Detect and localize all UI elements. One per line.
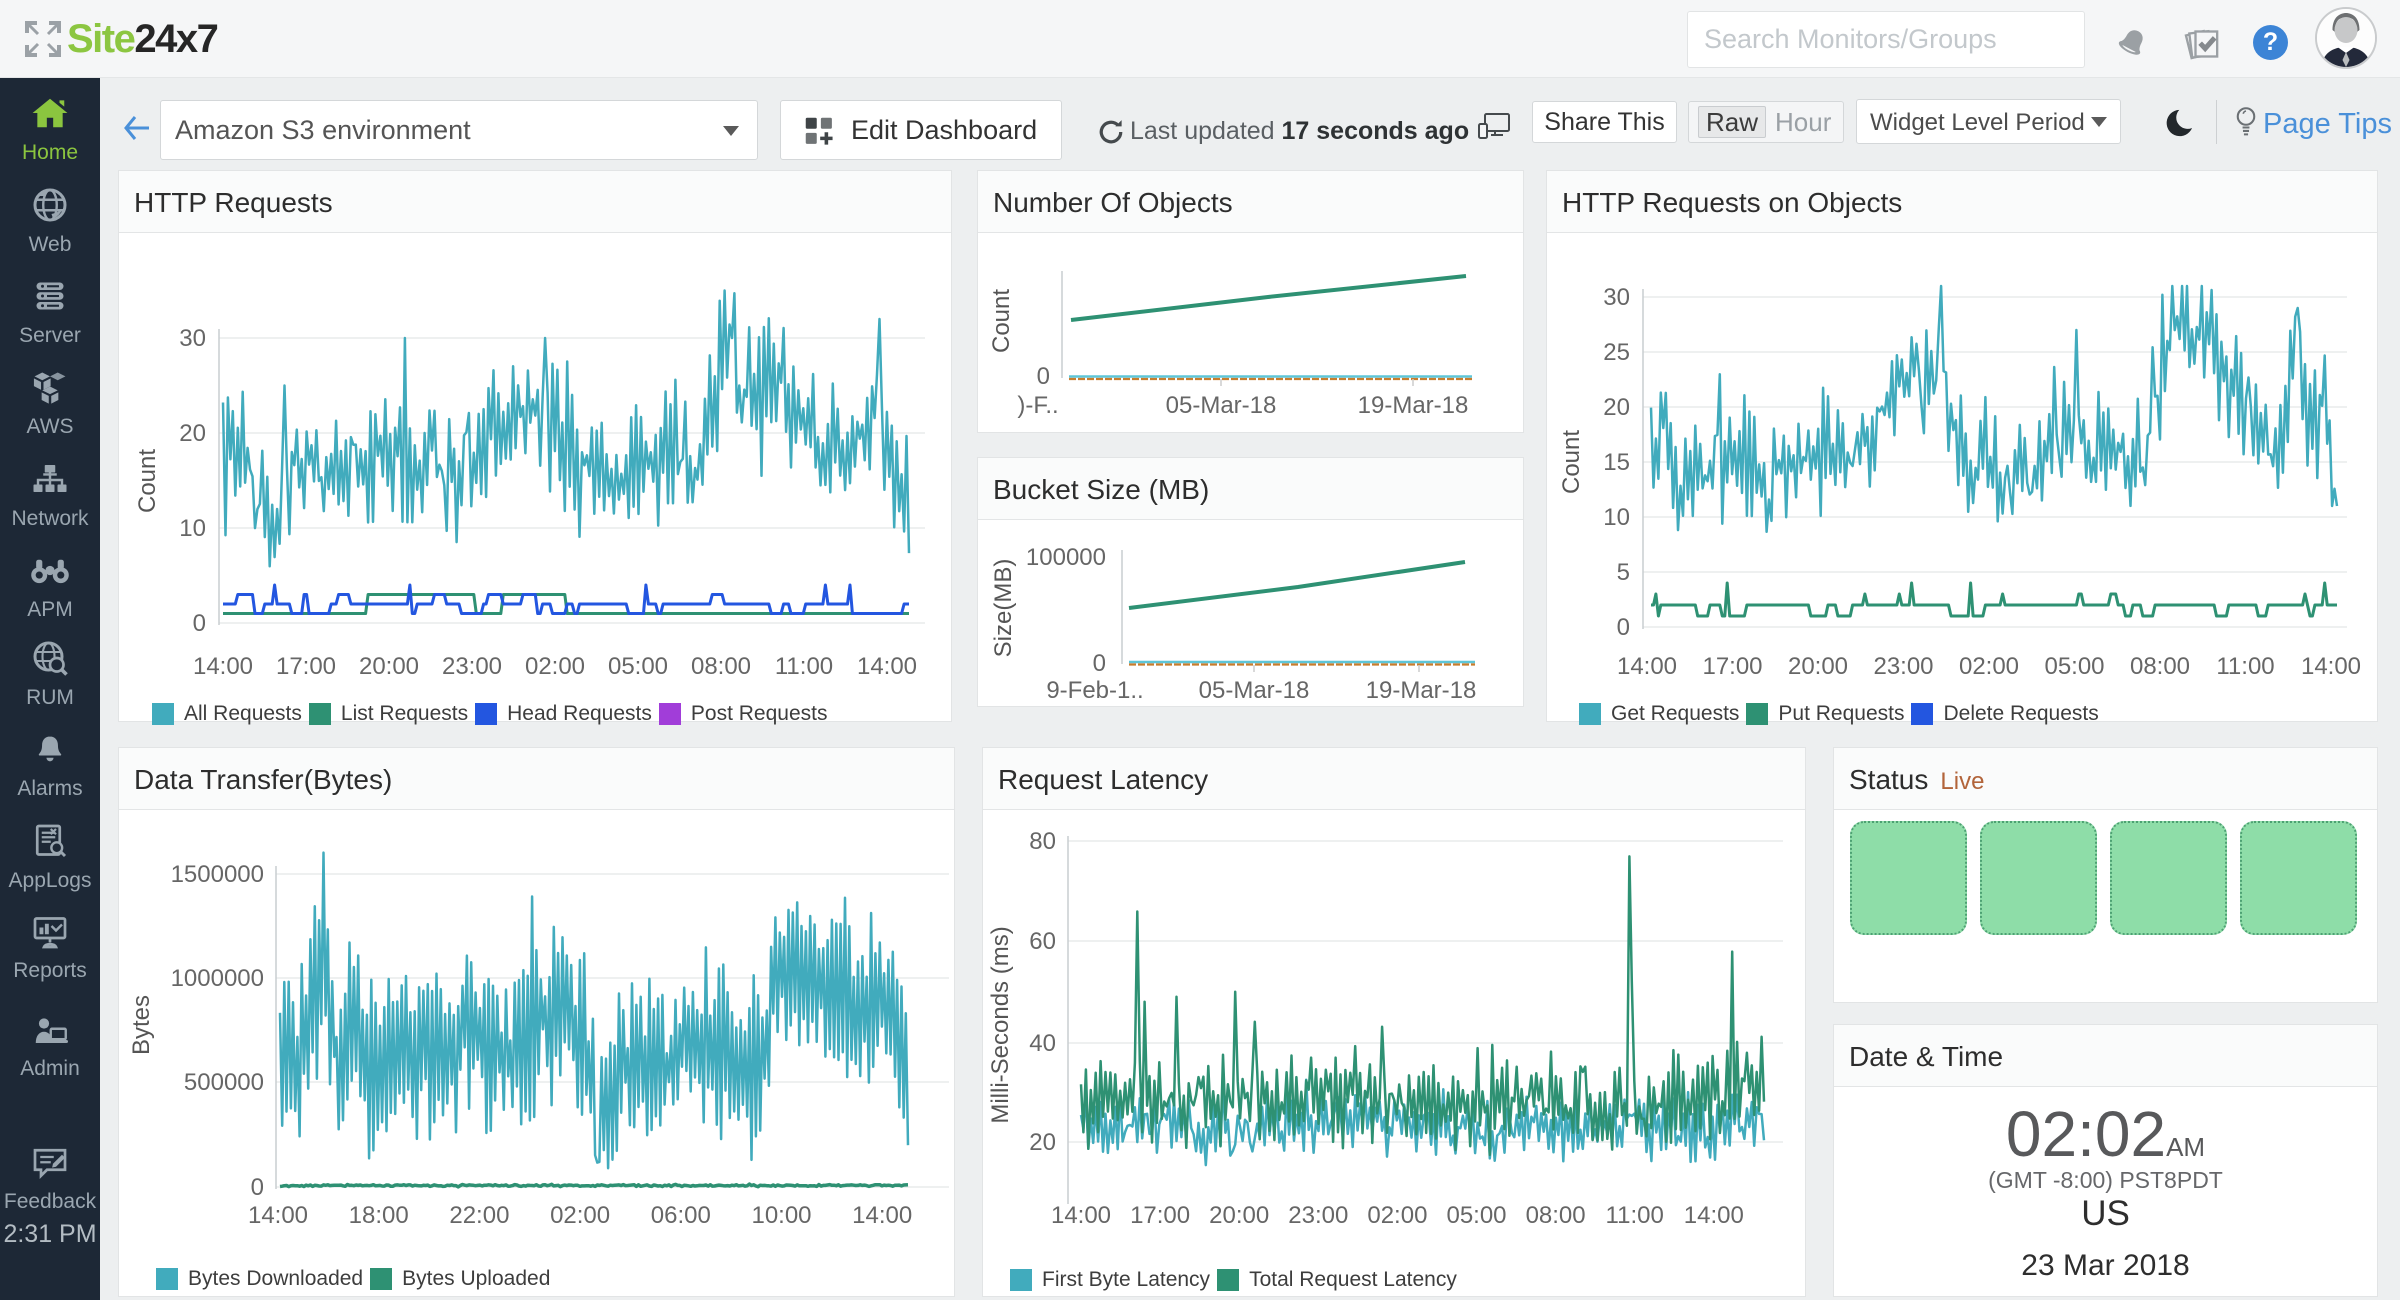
svg-text:10:00: 10:00 [751,1202,811,1229]
svg-text:30: 30 [179,325,206,352]
svg-text:100000: 100000 [1026,544,1106,571]
svg-text:05-Mar-18: 05-Mar-18 [1166,392,1277,419]
svg-text:25: 25 [1603,339,1630,366]
svg-text:9-Feb-1..: 9-Feb-1.. [1046,677,1143,704]
svg-text:02:00: 02:00 [525,653,585,680]
svg-text:)-F..: )-F.. [1017,392,1058,419]
svg-text:14:00: 14:00 [857,653,917,680]
svg-text:19-Mar-18: 19-Mar-18 [1358,392,1469,419]
svg-text:08:00: 08:00 [1526,1202,1586,1229]
svg-text:20:00: 20:00 [1788,653,1848,680]
svg-text:19-Mar-18: 19-Mar-18 [1366,677,1477,704]
svg-text:Count: Count [134,449,161,513]
svg-text:23:00: 23:00 [1288,1202,1348,1229]
svg-text:1000000: 1000000 [171,965,264,992]
svg-text:11:00: 11:00 [2216,653,2274,680]
svg-text:11:00: 11:00 [775,653,833,680]
svg-text:02:00: 02:00 [1367,1202,1427,1229]
svg-text:500000: 500000 [184,1069,264,1096]
svg-text:20: 20 [1029,1129,1056,1156]
svg-text:05:00: 05:00 [608,653,668,680]
svg-text:23:00: 23:00 [442,653,502,680]
svg-text:20:00: 20:00 [1209,1202,1269,1229]
svg-text:02:00: 02:00 [550,1202,610,1229]
svg-text:60: 60 [1029,928,1056,955]
svg-text:06:00: 06:00 [651,1202,711,1229]
svg-text:0: 0 [251,1174,264,1201]
svg-text:1500000: 1500000 [171,861,264,888]
svg-text:Bytes: Bytes [128,995,155,1055]
svg-text:11:00: 11:00 [1606,1202,1664,1229]
svg-text:14:00: 14:00 [1051,1202,1111,1229]
svg-text:14:00: 14:00 [1617,653,1677,680]
svg-text:20: 20 [179,420,206,447]
svg-text:05-Mar-18: 05-Mar-18 [1199,677,1310,704]
svg-text:0: 0 [1037,363,1050,390]
svg-text:5: 5 [1617,559,1630,586]
svg-text:05:00: 05:00 [2044,653,2104,680]
svg-text:Count: Count [988,289,1015,353]
svg-text:Size(MB): Size(MB) [990,559,1017,658]
svg-text:23:00: 23:00 [1873,653,1933,680]
svg-text:22:00: 22:00 [449,1202,509,1229]
svg-text:0: 0 [1617,614,1630,641]
svg-text:0: 0 [1093,650,1106,677]
svg-text:08:00: 08:00 [691,653,751,680]
svg-text:14:00: 14:00 [193,653,253,680]
svg-text:17:00: 17:00 [1702,653,1762,680]
svg-text:15: 15 [1603,449,1630,476]
svg-text:Milli-Seconds (ms): Milli-Seconds (ms) [987,926,1014,1123]
svg-text:Count: Count [1558,430,1585,494]
svg-text:80: 80 [1029,828,1056,855]
svg-text:10: 10 [179,515,206,542]
svg-text:08:00: 08:00 [2130,653,2190,680]
svg-text:20: 20 [1603,394,1630,421]
svg-text:05:00: 05:00 [1446,1202,1506,1229]
svg-text:14:00: 14:00 [852,1202,912,1229]
svg-text:18:00: 18:00 [349,1202,409,1229]
svg-text:17:00: 17:00 [276,653,336,680]
svg-text:0: 0 [193,610,206,637]
svg-text:10: 10 [1603,504,1630,531]
svg-text:17:00: 17:00 [1130,1202,1190,1229]
svg-text:20:00: 20:00 [359,653,419,680]
svg-text:40: 40 [1029,1030,1056,1057]
svg-text:14:00: 14:00 [248,1202,308,1229]
svg-text:30: 30 [1603,284,1630,311]
svg-text:14:00: 14:00 [1684,1202,1744,1229]
svg-text:14:00: 14:00 [2301,653,2361,680]
svg-text:02:00: 02:00 [1959,653,2019,680]
